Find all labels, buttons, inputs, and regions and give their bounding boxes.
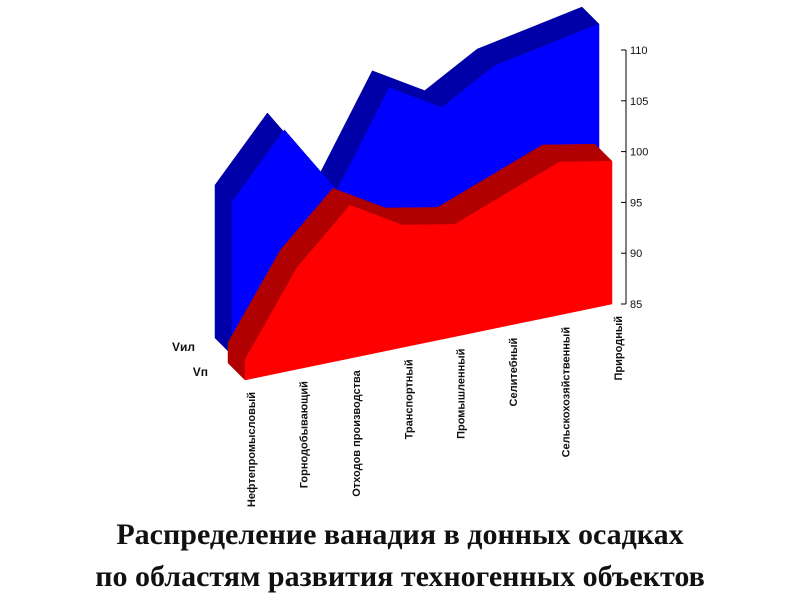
category-label: Транспортный	[403, 359, 415, 439]
category-label: Горнодобывающий	[298, 381, 310, 488]
series-front-face	[244, 160, 613, 381]
y-tick-label: 100	[630, 147, 648, 159]
y-tick-label: 85	[630, 299, 642, 311]
chart-title-line-1: Распределение ванадия в донных осадках	[116, 518, 684, 551]
series-layer	[214, 6, 613, 381]
series-side-face	[214, 184, 233, 356]
y-tick-label: 90	[630, 248, 642, 260]
series-label: Vил	[172, 340, 195, 354]
category-labels: Vил Vп Нефтепромысловый Горнодобывающий Отхо…	[172, 316, 625, 507]
category-label: Отходов производства	[351, 369, 363, 496]
y-tick-label: 95	[630, 197, 642, 209]
category-label: Селитебный	[508, 338, 520, 407]
y-tick-label: 105	[630, 96, 648, 108]
chart-title-line-2: по областям развития техногенных объекто…	[95, 560, 705, 593]
y-axis: 85 90 95 100 105 110	[621, 45, 648, 311]
series-vp	[227, 143, 613, 381]
y-tick-label: 110	[630, 45, 648, 57]
category-label: Сельскохозяйственный	[561, 327, 573, 458]
category-label: Промышленный	[456, 349, 468, 439]
category-label: Нефтепромысловый	[246, 392, 258, 507]
series-label: Vп	[193, 365, 208, 379]
category-label: Природный	[613, 316, 625, 380]
